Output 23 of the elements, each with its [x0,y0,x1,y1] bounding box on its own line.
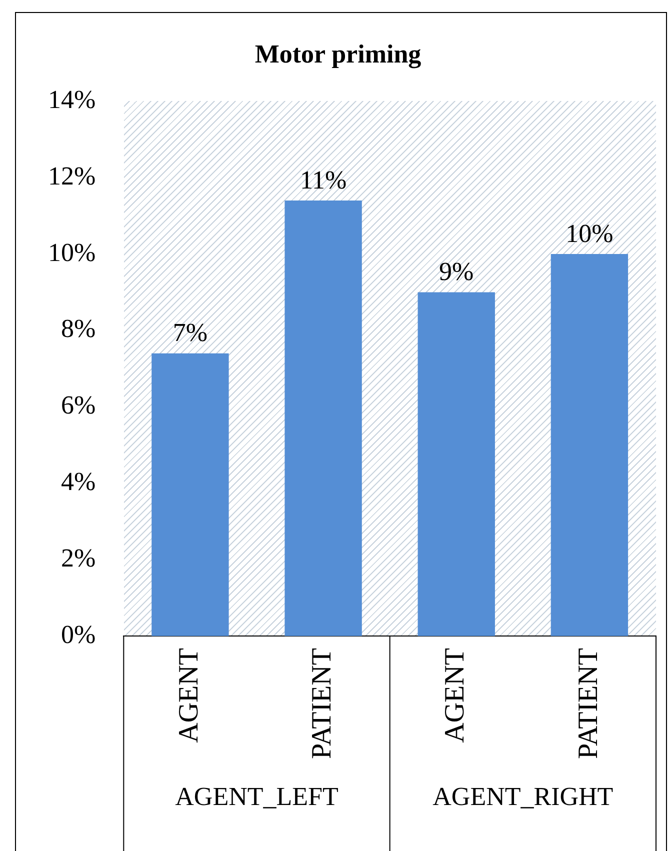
chart-title: Motor priming [254,39,422,68]
y-tick-label: 2% [60,543,96,572]
bar [550,254,628,636]
x-tick-label: PATIENT [306,648,338,760]
data-label: 7% [172,318,208,348]
data-label: 11% [300,165,347,194]
y-tick-label: 0% [60,620,96,649]
x-tick-label: AGENT [174,648,205,743]
y-tick-label: 12% [48,161,96,190]
y-tick-label: 4% [60,467,96,496]
y-tick-label: 8% [60,314,96,344]
text: AGENT_RIGHT [432,782,614,811]
data-label: 10% [566,218,614,248]
x-tick-label: PATIENT [572,648,604,760]
bar [418,292,495,636]
text: AGENT_LEFT [175,782,338,811]
bar [152,353,229,636]
y-tick-label: 6% [60,390,96,420]
y-tick-label: 10% [48,238,96,267]
y-tick-label: 14% [48,85,96,114]
data-label: 9% [439,257,474,286]
x-tick-label: AGENT [440,648,471,743]
bar [284,200,362,636]
